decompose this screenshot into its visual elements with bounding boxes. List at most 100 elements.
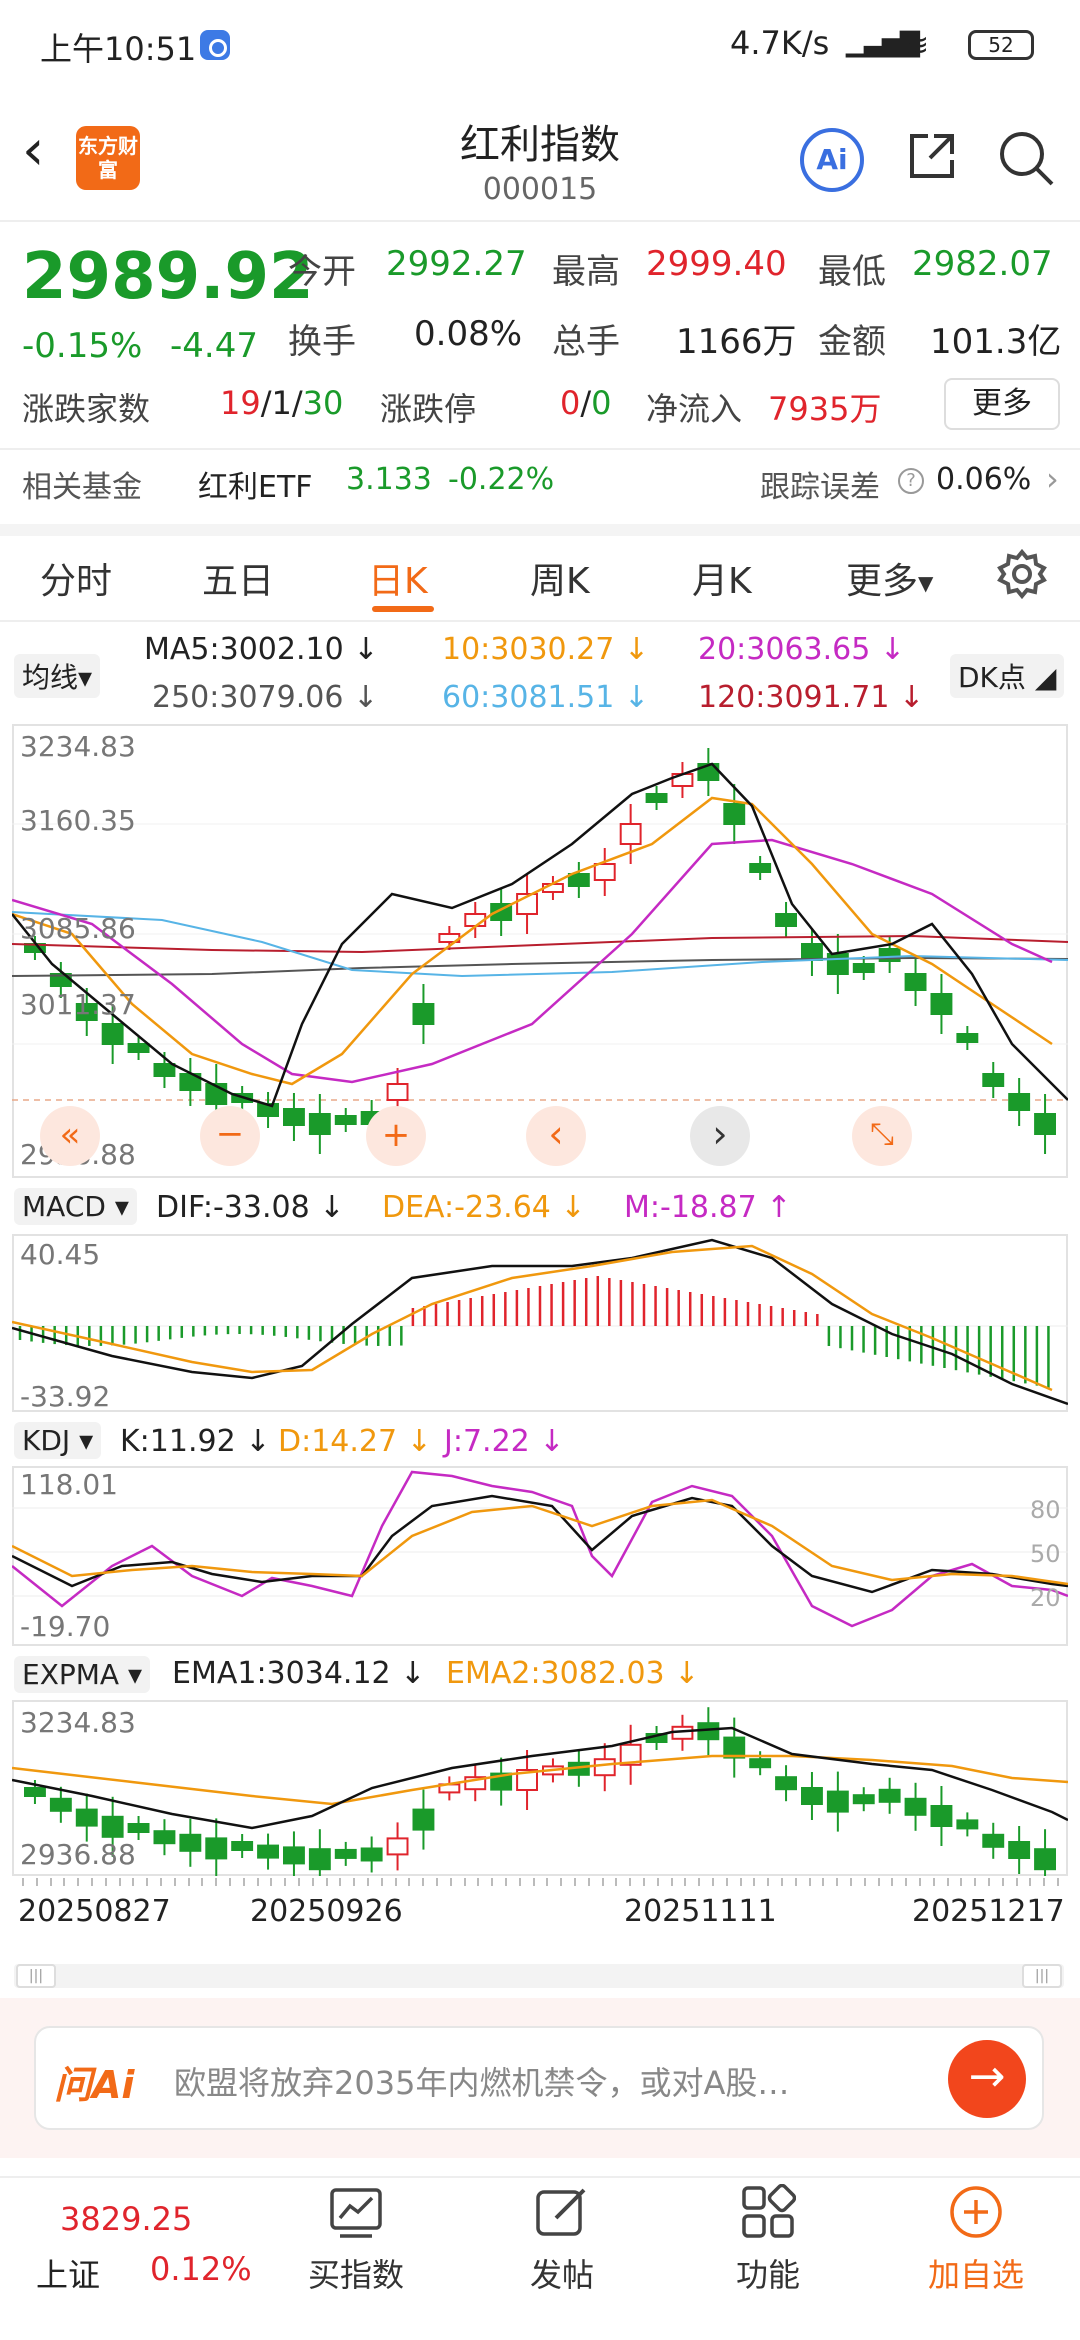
scroll-handle-left[interactable]: ||| xyxy=(16,1964,56,1988)
ma120-line xyxy=(12,934,1068,954)
chart-scrollbar[interactable] xyxy=(14,1964,1064,1988)
kdj-level-50: 50 xyxy=(1030,1540,1061,1568)
ai-ask-prompt[interactable]: 欧盟将放弃2035年内燃机禁令，或对A股… xyxy=(174,2064,790,2102)
kdj-level-20: 20 xyxy=(1030,1584,1061,1612)
candle-body xyxy=(412,1808,435,1831)
ai-ask-logo: 问Ai xyxy=(54,2063,135,2107)
date-tick xyxy=(988,1878,990,1886)
functions-grid-icon[interactable] xyxy=(740,2184,796,2240)
candle-body xyxy=(127,1043,150,1053)
date-tick xyxy=(767,1878,770,1886)
candle-body xyxy=(723,803,746,825)
candle-body xyxy=(593,1758,616,1777)
scroll-handle-right[interactable]: ||| xyxy=(1022,1964,1062,1988)
more-quote-button[interactable]: 更多 xyxy=(944,378,1060,430)
candle-body xyxy=(775,913,797,927)
ai-ask-box[interactable] xyxy=(34,2026,1044,2130)
date-tick xyxy=(1001,1878,1004,1886)
chevron-right-icon[interactable]: › xyxy=(1046,460,1059,498)
nav-buy-index[interactable]: 买指数 xyxy=(307,2256,404,2294)
date-label-4: 20251217 xyxy=(912,1894,1065,1929)
tab-more[interactable]: 更多▼ xyxy=(846,561,934,602)
prev-icon[interactable]: ‹ xyxy=(526,1106,586,1166)
settings-gear-icon[interactable] xyxy=(996,548,1048,600)
sh-index-value[interactable]: 3829.25 xyxy=(60,2200,193,2238)
tab-intraday[interactable]: 分时 xyxy=(40,561,113,602)
expma-ema2: EMA2:3082.03 ↓ xyxy=(446,1656,700,1691)
nav-add-watchlist[interactable]: 加自选 xyxy=(927,2256,1024,2294)
advdec-values: 19/1/30 xyxy=(220,384,344,422)
date-tick xyxy=(256,1878,259,1886)
fund-name[interactable]: 红利ETF xyxy=(198,470,313,505)
candle-body xyxy=(904,973,927,991)
candle-body xyxy=(49,1797,72,1812)
macd-selector[interactable]: MACD ▾ xyxy=(14,1188,137,1225)
tab-five-day[interactable]: 五日 xyxy=(202,561,275,602)
date-tick xyxy=(656,1878,659,1886)
tab-weekly-k[interactable]: 周K xyxy=(530,561,590,602)
ema1-line xyxy=(12,1726,1068,1830)
tab-daily-k[interactable]: 日K xyxy=(368,561,428,602)
post-icon[interactable] xyxy=(534,2184,590,2240)
date-tick xyxy=(1015,1878,1018,1886)
expma-chart[interactable]: 3234.83 2936.88 xyxy=(12,1700,1068,1876)
date-tick xyxy=(173,1878,176,1886)
candle-body xyxy=(516,1769,539,1791)
kline-chart[interactable]: 3234.83 3160.35 3085.86 3011.37 2936.88 xyxy=(12,724,1068,1178)
sh-index-name[interactable]: 上证 xyxy=(36,2256,101,2294)
macd-dif: DIF:-33.08 ↓ xyxy=(156,1190,345,1225)
date-tick xyxy=(877,1878,880,1886)
zoom-out-icon[interactable]: − xyxy=(200,1106,260,1166)
kdj-selector[interactable]: KDJ ▾ xyxy=(14,1422,102,1459)
add-watchlist-icon[interactable] xyxy=(948,2184,1004,2240)
macd-chart[interactable]: 40.45 -33.92 xyxy=(12,1234,1068,1412)
date-tick xyxy=(160,1878,162,1886)
candle-body xyxy=(982,1833,1005,1848)
date-tick xyxy=(463,1878,466,1886)
inflow-label: 净流入 xyxy=(646,390,743,428)
date-tick xyxy=(960,1878,963,1886)
back-icon[interactable]: ‹ xyxy=(22,118,45,183)
candle-body xyxy=(101,1023,124,1045)
next-icon[interactable]: › xyxy=(690,1106,750,1166)
expma-selector[interactable]: EXPMA ▾ xyxy=(14,1656,151,1693)
sh-index-change[interactable]: 0.12% xyxy=(150,2250,252,2288)
arrow-right-icon[interactable]: → xyxy=(948,2040,1026,2118)
fullscreen-icon[interactable]: ⤡ xyxy=(852,1106,912,1166)
kdj-chart[interactable]: 118.01 -19.70 80 50 20 xyxy=(12,1466,1068,1646)
share-icon[interactable] xyxy=(904,128,960,184)
fund-label: 相关基金 xyxy=(22,470,142,505)
kdj-k-line xyxy=(12,1494,1068,1594)
kline-axis-mid3: 3011.37 xyxy=(20,988,136,1021)
network-speed: 4.7K/s xyxy=(730,24,830,62)
candle-body xyxy=(1008,1841,1031,1859)
eastmoney-logo: 东方财富 xyxy=(76,126,140,190)
signal-icon: ▁▃▅▇ xyxy=(846,28,920,58)
date-tick xyxy=(132,1878,135,1886)
low-label: 最低 xyxy=(818,252,886,292)
rewind-icon[interactable]: « xyxy=(40,1106,100,1166)
status-time: 上午10:51 xyxy=(40,30,197,68)
volume-label: 总手 xyxy=(552,322,620,362)
dk-point-selector[interactable]: DK点 ◢ xyxy=(950,654,1065,698)
date-tick xyxy=(242,1878,245,1886)
search-icon[interactable] xyxy=(996,128,1056,188)
index-code: 000015 xyxy=(482,172,598,207)
macd-dea-line xyxy=(12,1244,1053,1392)
date-tick xyxy=(91,1878,93,1886)
nav-post[interactable]: 发帖 xyxy=(529,2256,594,2294)
date-tick xyxy=(1057,1878,1059,1886)
ai-assistant-button[interactable]: Ai xyxy=(800,128,864,192)
ma-selector[interactable]: 均线▾ xyxy=(14,654,101,698)
buy-index-icon[interactable] xyxy=(328,2184,384,2240)
zoom-in-icon[interactable]: + xyxy=(366,1106,426,1166)
nav-functions[interactable]: 功能 xyxy=(735,2256,800,2294)
candle-body xyxy=(205,1837,228,1860)
expma-axis-top: 3234.83 xyxy=(20,1706,136,1739)
tab-monthly-k[interactable]: 月K xyxy=(692,561,752,602)
macd-dea: DEA:-23.64 ↓ xyxy=(382,1190,586,1225)
candle-body xyxy=(904,1797,927,1816)
help-icon[interactable]: ? xyxy=(898,468,924,494)
amount-value: 101.3亿 xyxy=(930,322,1062,362)
date-tick xyxy=(229,1878,231,1886)
